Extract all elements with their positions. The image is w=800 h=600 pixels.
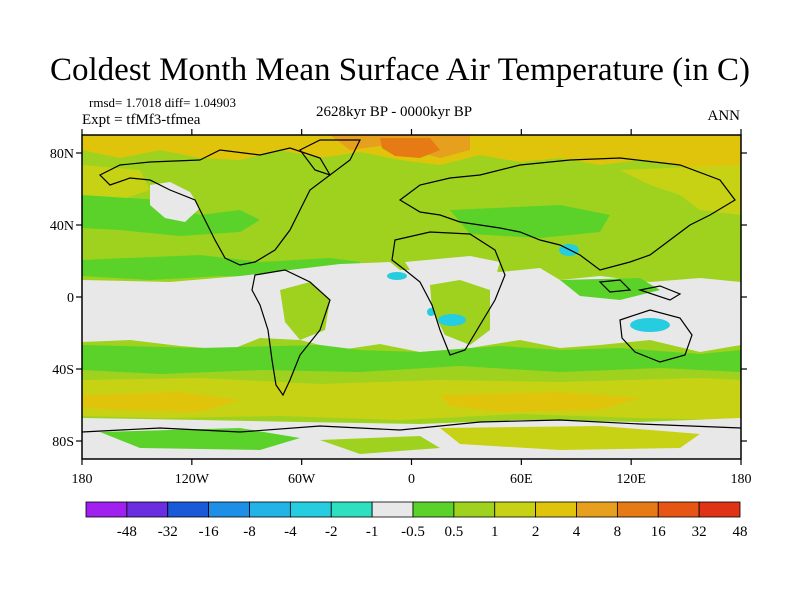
lat-tick-label: 40N: [50, 219, 74, 234]
colorbar-label: -16: [199, 524, 219, 540]
field-cool-australia: [630, 318, 670, 332]
colorbar-swatch: [698, 501, 741, 518]
coast-indonesia: [598, 279, 682, 301]
field-cool-south-africa: [438, 314, 466, 326]
field-africa: [430, 280, 490, 345]
lat-tick-label: 0: [67, 291, 74, 306]
colorbar-swatch: [330, 501, 373, 518]
colorbar-label: -1: [366, 524, 379, 540]
period-label: 2628kyr BP - 0000kyr BP: [316, 104, 473, 120]
field-sahara-neutral: [405, 256, 500, 280]
coast-antarctica: [82, 419, 741, 433]
colorbar-label: -48: [117, 524, 137, 540]
colorbar-label: 0.5: [445, 524, 464, 540]
colorbar-label: -4: [284, 524, 297, 540]
field-alaska-neutral: [150, 182, 200, 222]
colorbar-label: 32: [692, 524, 707, 540]
colorbar-label: -0.5: [401, 524, 425, 540]
field-cool-west-africa: [387, 272, 407, 280]
field-antarctic-green2: [320, 436, 440, 454]
coastlines: [82, 139, 741, 433]
lon-tick-label: 60E: [510, 472, 533, 487]
colorbar-label: 2: [532, 524, 540, 540]
lon-tick-label: 0: [408, 472, 415, 487]
colorbar-swatch: [657, 501, 700, 518]
field-antarctic-green1: [100, 428, 300, 450]
colorbar-label: 8: [614, 524, 622, 540]
colorbar-swatch: [616, 501, 659, 518]
lon-tick-label: 180: [72, 472, 93, 487]
colorbar: -48 -32 -16 -8 -4 -2 -1 -0.5 0.5 1 2 4 8 16 32 48: [85, 501, 748, 540]
lat-tick-label: 40S: [52, 363, 74, 378]
colorbar-label: 4: [573, 524, 581, 540]
colorbar-swatch: [535, 501, 577, 518]
coast-south-america: [251, 269, 331, 397]
coast-australia: [619, 309, 693, 363]
colorbar-label: 16: [651, 524, 667, 540]
lat-tick-label: 80S: [52, 435, 74, 450]
colorbar-label: -32: [158, 524, 178, 540]
field-asia-green: [450, 205, 610, 238]
lon-tick-label: 120E: [616, 472, 646, 487]
colorbar-swatch: [249, 501, 291, 518]
coast-eurasia: [398, 157, 736, 271]
colorbar-swatch: [167, 501, 210, 518]
longitude-axis: 180 120W 60W 0 60E 120E 180: [72, 129, 752, 487]
coast-north-america: [98, 147, 331, 266]
colorbar-swatch: [85, 501, 128, 518]
field-maritime: [560, 278, 660, 300]
colorbar-label: 48: [733, 524, 748, 540]
colorbar-swatch: [576, 501, 618, 518]
season-label: ANN: [707, 108, 741, 124]
lon-tick-label: 120W: [175, 472, 210, 487]
field-southern-ocean-hot1: [82, 392, 240, 412]
experiment-label: Expt = tfMf3-tfmea: [82, 112, 201, 128]
colorbar-label: -8: [243, 524, 256, 540]
latitude-axis: 80N 40N 0 40S 80S: [50, 147, 747, 450]
field-south-america: [280, 282, 330, 340]
colorbar-swatch: [412, 501, 455, 518]
coast-africa: [391, 231, 506, 356]
lon-tick-label: 60W: [288, 472, 316, 487]
colorbar-swatch: [371, 501, 414, 518]
field-arctic-hotspot: [380, 138, 440, 158]
lon-tick-label: 180: [731, 472, 752, 487]
colorbar-swatch: [126, 501, 169, 518]
field-southern-mid-green: [82, 345, 741, 374]
figure-title: Coldest Month Mean Surface Air Temperatu…: [50, 52, 750, 88]
colorbar-swatch: [289, 501, 332, 518]
field-southern-ocean-hot2: [440, 392, 640, 412]
field-antarctic-warm: [440, 426, 700, 450]
colorbar-swatch: [453, 501, 496, 518]
field-ne-asia-warm: [620, 165, 741, 215]
statistics-label: rmsd= 1.7018 diff= 1.04903: [89, 95, 236, 110]
lat-tick-label: 80N: [50, 147, 74, 162]
map-field: [82, 135, 741, 459]
colorbar-label: 1: [491, 524, 499, 540]
coast-greenland: [299, 139, 361, 176]
colorbar-swatch: [208, 501, 250, 518]
colorbar-swatch: [494, 501, 537, 518]
colorbar-label: -2: [325, 524, 338, 540]
